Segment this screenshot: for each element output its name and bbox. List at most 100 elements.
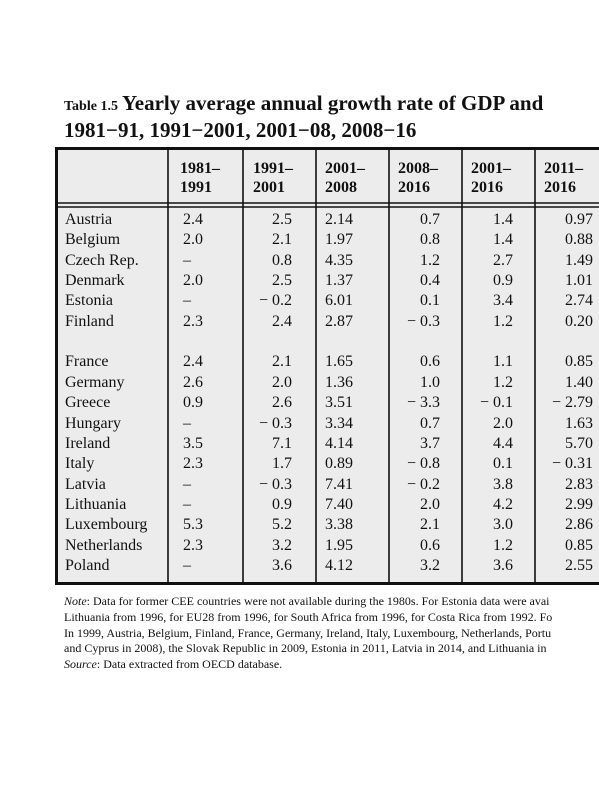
cell-value: 1.97 (325, 231, 353, 249)
cell-value: 1.2 (420, 251, 440, 269)
cell-value: – (183, 251, 191, 269)
note-line: Lithuania from 1996, for EU28 from 1996,… (64, 610, 553, 624)
cell-value: 1.2 (493, 312, 513, 330)
cell-value: − 0.31 (551, 455, 593, 473)
cell-value: 2.0 (272, 373, 292, 391)
cell-value: 2.0 (493, 414, 513, 432)
cell-value: 1.49 (565, 251, 593, 269)
row-label: Czech Rep. (65, 251, 139, 269)
cell-value: 3.38 (325, 516, 353, 534)
cell-value: 1.7 (272, 455, 292, 473)
cell-value: − 2.79 (551, 394, 593, 412)
cell-value: 2.99 (565, 495, 593, 513)
cell-value: 2.86 (565, 516, 593, 534)
row-label: Netherlands (65, 536, 143, 554)
cell-value: 3.34 (325, 414, 353, 432)
column-header: 1981– (180, 160, 220, 177)
cell-value: – (183, 475, 191, 493)
cell-value: 1.95 (325, 536, 353, 554)
column-header: 2001– (471, 160, 511, 177)
cell-value: 1.36 (325, 373, 353, 391)
column-header: 2008 (325, 179, 357, 196)
row-label: Ireland (65, 434, 111, 452)
cell-value: 3.4 (493, 292, 513, 310)
cell-value: 6.01 (325, 292, 353, 310)
cell-value: 0.7 (420, 414, 440, 432)
cell-value: 0.4 (420, 272, 440, 290)
cell-value: − 0.8 (406, 455, 440, 473)
table-number: Table 1.5 (64, 99, 118, 114)
cell-value: 1.40 (565, 373, 593, 391)
cell-value: 1.0 (420, 373, 440, 391)
cell-value: 4.35 (325, 251, 353, 269)
cell-value: 4.4 (493, 434, 513, 452)
cell-value: 1.1 (493, 353, 513, 371)
cell-value: 5.2 (272, 516, 292, 534)
row-label: Finland (65, 312, 114, 330)
cell-value: 2.4 (183, 353, 203, 371)
cell-value: 2.3 (183, 312, 203, 330)
row-label: Luxembourg (65, 516, 148, 534)
note-label: Note (64, 594, 87, 608)
cell-value: 1.63 (565, 414, 593, 432)
cell-value: 1.4 (493, 231, 513, 249)
cell-value: 1.37 (325, 272, 353, 290)
cell-value: 7.1 (272, 434, 292, 452)
cell-value: 0.89 (325, 455, 353, 473)
table-title: Table 1.5 Yearly average annual growth r… (64, 93, 543, 114)
note-line: Note: Data for former CEE countries were… (64, 595, 550, 607)
cell-value: 2.1 (272, 353, 292, 371)
title-line: Yearly average annual growth rate of GDP… (121, 91, 544, 115)
row-label: Estonia (65, 292, 113, 310)
cell-value: 2.87 (325, 312, 353, 330)
column-header: 2011– (544, 160, 584, 177)
cell-value: − 0.1 (479, 394, 513, 412)
title-line: 1981−91, 1991−2001, 2001−08, 2008−16 (64, 118, 417, 142)
row-label: Poland (65, 556, 110, 574)
row-label: Denmark (65, 272, 125, 290)
cell-value: 4.12 (325, 556, 353, 574)
cell-value: 1.01 (565, 272, 593, 290)
row-label: Greece (65, 394, 111, 412)
cell-value: – (183, 414, 191, 432)
cell-value: 0.9 (183, 394, 203, 412)
cell-value: 2.0 (183, 272, 203, 290)
cell-value: 0.9 (493, 272, 513, 290)
source-text: : Data extracted from OECD database. (96, 657, 283, 671)
cell-value: − 3.3 (406, 394, 440, 412)
cell-value: 3.2 (272, 536, 292, 554)
cell-value: 0.8 (272, 251, 292, 269)
column-header: 1991– (253, 160, 293, 177)
column-header: 2001 (253, 179, 285, 196)
column-header: 1991 (180, 179, 212, 196)
cell-value: 4.2 (493, 495, 513, 513)
cell-value: 2.4 (183, 211, 203, 228)
cell-value: 2.3 (183, 455, 203, 473)
cell-value: 4.14 (325, 434, 353, 452)
cell-value: 1.4 (493, 211, 513, 228)
cell-value: 0.6 (420, 536, 440, 554)
cell-value: 0.7 (420, 211, 440, 228)
cell-value: 2.1 (420, 516, 440, 534)
cell-value: 2.5 (272, 211, 292, 228)
cell-value: 2.1 (272, 231, 292, 249)
column-header: 2016 (398, 179, 430, 196)
row-label: Belgium (65, 231, 121, 249)
column-header: 2016 (471, 179, 503, 196)
cell-value: 0.88 (565, 231, 593, 249)
cell-value: 3.6 (272, 556, 292, 574)
cell-value: − 0.2 (406, 475, 440, 493)
cell-value: 3.7 (420, 434, 440, 452)
cell-value: 2.74 (565, 292, 593, 310)
cell-value: 3.5 (183, 434, 203, 452)
cell-value: − 0.3 (258, 414, 292, 432)
column-header: 2001– (325, 160, 365, 177)
cell-value: 1.65 (325, 353, 353, 371)
row-label: Latvia (65, 475, 106, 493)
cell-value: 1.2 (493, 373, 513, 391)
row-label: Hungary (65, 414, 121, 432)
cell-value: 0.85 (565, 536, 593, 554)
cell-value: 3.0 (493, 516, 513, 534)
